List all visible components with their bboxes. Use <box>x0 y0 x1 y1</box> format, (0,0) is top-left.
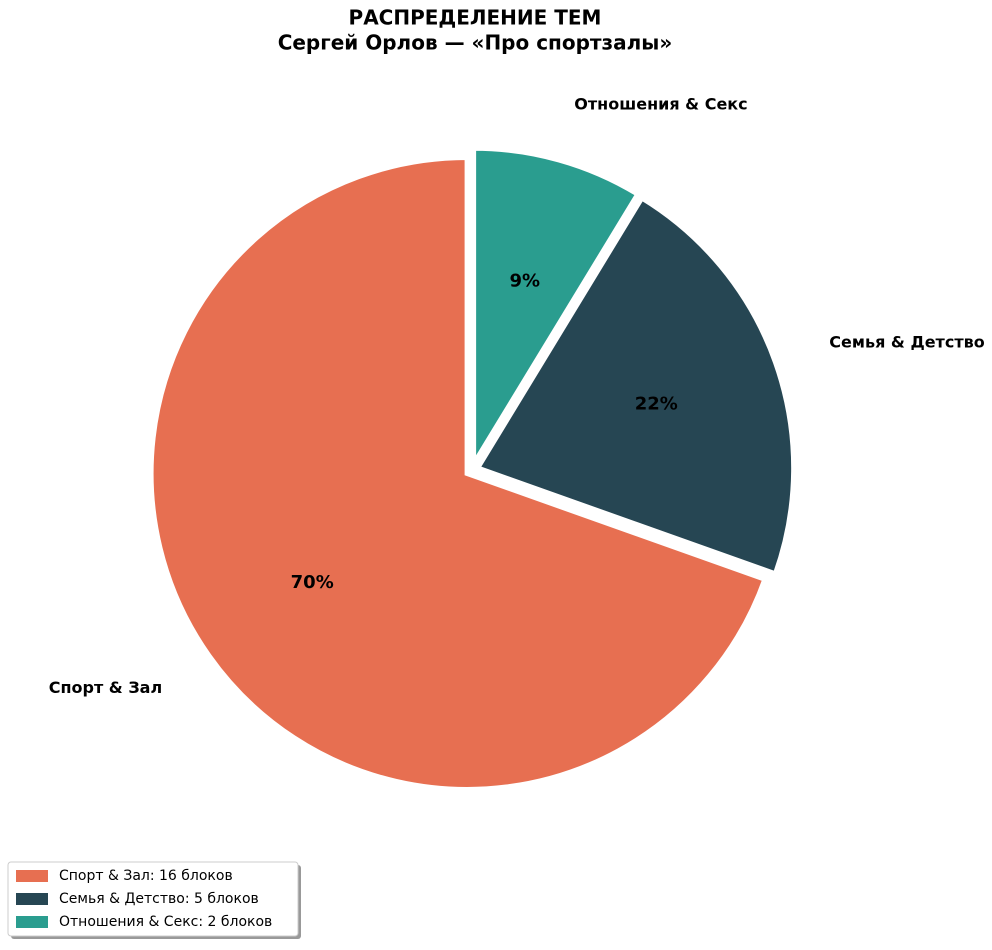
legend-label: Отношения & Секс: 2 блоков <box>59 914 272 930</box>
pie-slice <box>473 194 797 578</box>
chart-title: РАСПРЕДЕЛЕНИЕ ТЕМ <box>349 6 602 30</box>
legend-label: Спорт & Зал: 16 блоков <box>59 868 233 884</box>
legend-label: Семья & Детство: 5 блоков <box>59 891 259 907</box>
value-label: 70% <box>291 572 334 593</box>
legend-swatch <box>16 893 48 905</box>
legend-swatch <box>16 916 48 928</box>
pie-slice <box>471 145 642 474</box>
category-label: Семья & Детство <box>829 333 984 352</box>
value-label: 22% <box>635 393 678 414</box>
legend: Спорт & Зал: 16 блоков Семья & Детство: 5… <box>7 861 301 939</box>
value-label: 9% <box>509 271 540 292</box>
legend-box <box>7 861 299 937</box>
chart-subtitle: Сергей Орлов — «Про спортзалы» <box>278 31 673 55</box>
pie-slice <box>148 154 769 792</box>
legend-swatch <box>16 870 48 882</box>
category-label: Спорт & Зал <box>49 678 163 697</box>
category-label: Отношения & Секс <box>574 94 747 113</box>
